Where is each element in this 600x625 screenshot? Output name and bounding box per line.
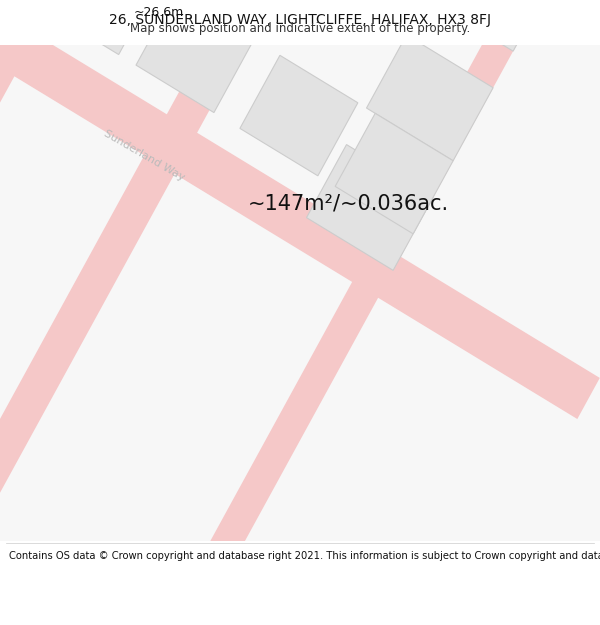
Polygon shape xyxy=(152,0,600,625)
Polygon shape xyxy=(335,113,453,234)
Text: Contains OS data © Crown copyright and database right 2021. This information is : Contains OS data © Crown copyright and d… xyxy=(9,551,600,561)
Polygon shape xyxy=(427,0,553,51)
Polygon shape xyxy=(41,0,158,54)
Text: ~147m²/~0.036ac.: ~147m²/~0.036ac. xyxy=(247,194,449,214)
Polygon shape xyxy=(240,56,358,176)
Polygon shape xyxy=(0,0,600,58)
Polygon shape xyxy=(320,0,454,18)
Polygon shape xyxy=(0,45,600,541)
Polygon shape xyxy=(0,0,95,339)
Polygon shape xyxy=(0,0,600,419)
Polygon shape xyxy=(136,0,254,112)
Polygon shape xyxy=(0,0,265,442)
Text: Sunderland Way: Sunderland Way xyxy=(102,128,187,182)
Text: ~26.6m: ~26.6m xyxy=(134,6,184,19)
Polygon shape xyxy=(307,144,433,271)
Polygon shape xyxy=(367,35,493,161)
Text: 26, SUNDERLAND WAY, LIGHTCLIFFE, HALIFAX, HX3 8FJ: 26, SUNDERLAND WAY, LIGHTCLIFFE, HALIFAX… xyxy=(109,12,491,27)
Polygon shape xyxy=(0,0,425,539)
Text: Map shows position and indicative extent of the property.: Map shows position and indicative extent… xyxy=(130,22,470,35)
